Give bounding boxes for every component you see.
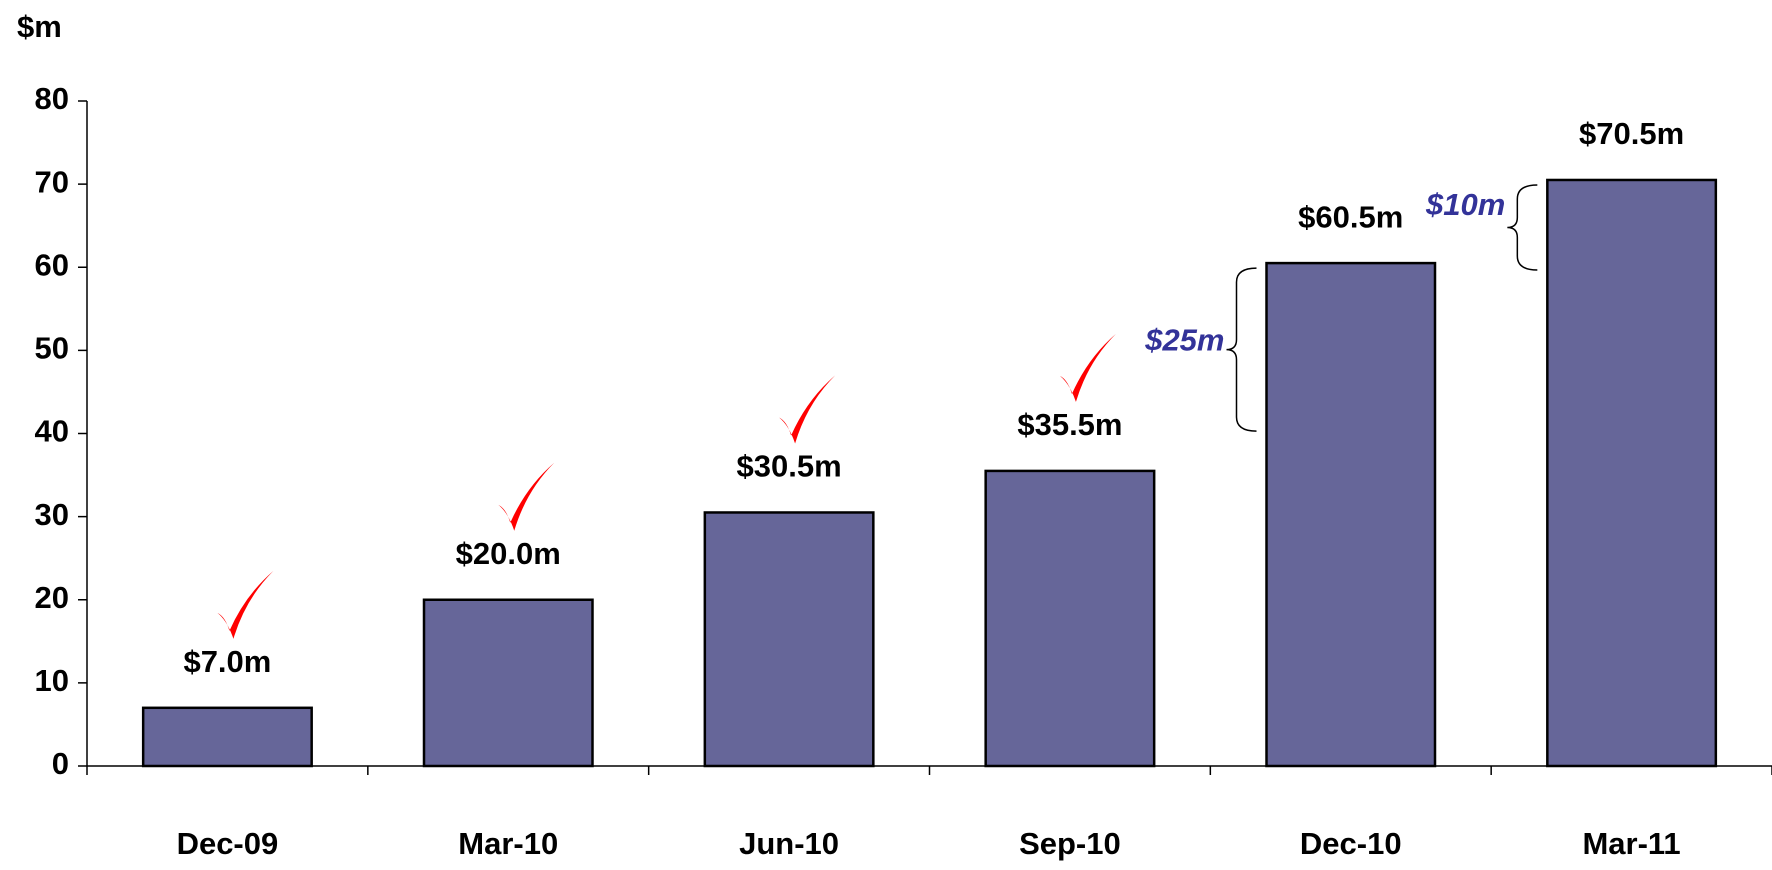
data-label: $20.0m [456, 536, 561, 571]
data-label: $60.5m [1298, 199, 1403, 234]
bar [1265, 261, 1437, 768]
checkmark [1059, 333, 1116, 402]
bar [1546, 178, 1718, 768]
bar [141, 706, 313, 768]
chart-title: $m [17, 9, 62, 44]
x-tick-label: Dec-09 [177, 826, 279, 861]
x-tick-label: Sep-10 [1019, 826, 1121, 861]
y-tick-label: 20 [35, 580, 69, 615]
data-label: $35.5m [1017, 407, 1122, 442]
data-label: $30.5m [737, 449, 842, 484]
x-tick-label: Mar-10 [458, 826, 558, 861]
annotation: $25m [1144, 322, 1224, 357]
x-tick-label: Jun-10 [739, 826, 839, 861]
data-label: $7.0m [183, 644, 271, 679]
bar [422, 598, 594, 768]
y-tick-label: 50 [35, 331, 69, 366]
checkmark [779, 375, 836, 444]
bar [984, 469, 1156, 768]
x-tick-label: Mar-11 [1582, 826, 1680, 861]
y-tick-label: 80 [35, 81, 69, 116]
y-tick-label: 60 [35, 247, 69, 282]
brace [1507, 184, 1538, 271]
bar [703, 511, 875, 768]
y-tick-label: 30 [35, 497, 69, 532]
y-tick-label: 70 [35, 164, 69, 199]
y-tick-label: 40 [35, 414, 69, 449]
checkmark [217, 570, 274, 639]
y-tick-label: 0 [52, 746, 69, 781]
y-tick-label: 10 [35, 663, 69, 698]
x-tick-label: Dec-10 [1300, 826, 1402, 861]
brace [1226, 267, 1257, 432]
checkmark [498, 462, 555, 531]
data-label: $70.5m [1579, 116, 1684, 151]
annotation: $10m [1425, 187, 1505, 222]
